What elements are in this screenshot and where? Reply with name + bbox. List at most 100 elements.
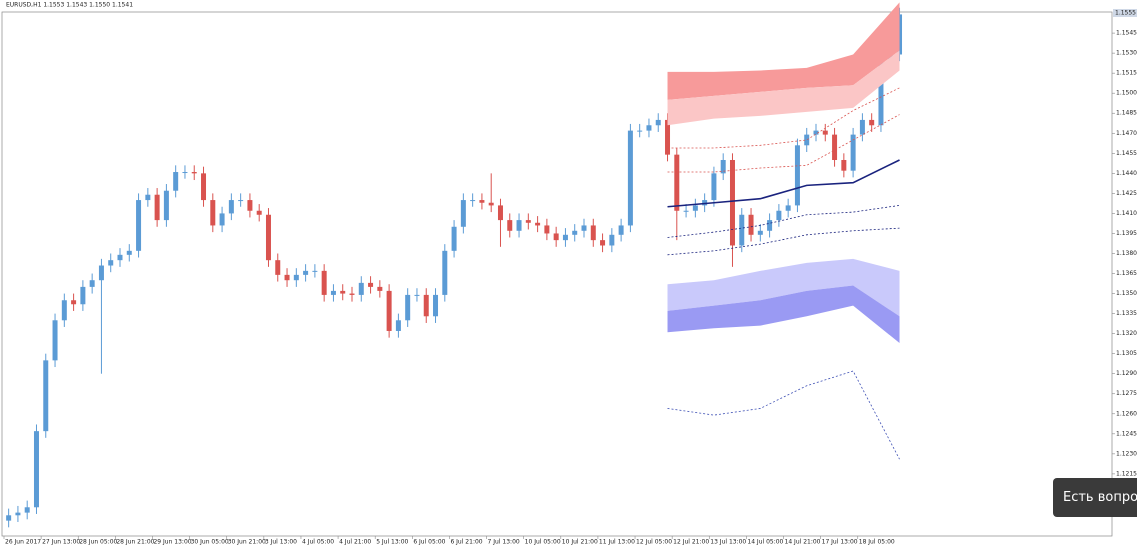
help-tooltip[interactable]: Есть вопрос [1053,478,1137,517]
candle-body [822,130,828,135]
candle-body [516,220,522,231]
x-tick-label: 14 Jul 21:00 [785,539,821,546]
band-area [667,50,900,126]
candle-body [163,190,169,221]
candle-body [878,59,884,126]
x-tick-label: 14 Jul 05:00 [747,539,783,546]
band-area [667,2,900,100]
candle-body [544,225,550,234]
candle-body [674,154,680,211]
candle-body [52,320,58,361]
candle-body [711,173,717,201]
candle-body [618,225,624,235]
band-area [667,258,900,317]
candle-body [386,290,392,331]
candle-body [423,294,429,317]
y-tick-label: 1.1545 [1116,30,1137,37]
candle-body [191,172,197,174]
candle-body [219,213,225,226]
x-tick-label: 12 Jul 05:00 [636,539,672,546]
y-tick-label: 1.1215 [1116,470,1137,477]
candle-body [405,294,411,321]
y-tick-label: 1.1380 [1116,250,1137,257]
candle-body [265,214,271,261]
candle-body [43,360,49,432]
candle-body [321,270,327,295]
candle-body [488,202,494,206]
candle-body [609,234,615,246]
candle-body [535,222,541,226]
candle-body [507,220,513,231]
candle-body [108,260,114,266]
candle-body [785,205,791,211]
candle-body [210,200,216,226]
candle-body [562,234,568,241]
x-tick-label: 3 Jul 13:00 [265,539,297,546]
candle-body [89,280,95,287]
y-tick-label: 1.1470 [1116,130,1137,137]
candle-body [368,282,374,287]
candle-body [720,159,726,174]
y-tick-label: 1.1515 [1116,70,1137,77]
candle-body [525,220,531,223]
candle-body [433,294,439,317]
x-tick-label: 17 Jul 13:00 [822,539,858,546]
current-price-box [1113,9,1137,17]
y-tick-label: 1.1455 [1116,150,1137,157]
candle-body [832,134,838,160]
candle-body [859,119,865,135]
candle-body [581,225,587,231]
candle-body [553,233,559,241]
candle-body [98,265,104,281]
candle-body [201,173,207,201]
y-tick-label: 1.1425 [1116,190,1137,197]
x-tick-label: 13 Jul 13:00 [710,539,746,546]
candle-body [460,200,466,227]
y-tick-label: 1.1440 [1116,170,1137,177]
indicator-line [667,205,900,238]
candle-body [247,200,253,211]
x-tick-label: 6 Jul 05:00 [413,539,445,546]
candle-body [794,145,800,206]
candle-body [24,507,30,513]
candle-body [80,286,86,305]
candle-body [136,200,142,251]
x-tick-label: 10 Jul 05:00 [525,539,561,546]
candle-body [692,205,698,211]
indicator-line [667,159,900,208]
x-tick-label: 26 Jun 2017 [5,539,41,546]
candle-body [275,260,281,275]
candle-body [748,214,754,235]
candle-body [182,172,188,174]
indicator-line [667,87,900,149]
candle-body [358,282,364,295]
y-tick-label: 1.1290 [1116,370,1137,377]
candle-body [228,200,234,214]
y-tick-label: 1.1485 [1116,110,1137,117]
candle-body [395,320,401,331]
candle-body [256,210,262,215]
y-tick-label: 1.1530 [1116,50,1137,57]
candle-body [442,250,448,295]
candle-body [627,130,633,226]
x-tick-label: 6 Jul 21:00 [450,539,482,546]
candle-body [71,300,77,305]
candle-body [600,240,606,246]
x-tick-label: 5 Jul 13:00 [376,539,408,546]
candle-body [869,119,875,126]
candle-body [813,130,819,135]
current-price-label: 1.1555 [1115,10,1136,17]
indicator-line [667,227,900,256]
candle-body [757,230,763,235]
candle-body [804,134,810,146]
candle-body [590,225,596,241]
candle-body [414,294,420,296]
candle-body [6,515,12,521]
candle-body [841,159,847,171]
x-tick-label: 4 Jul 21:00 [339,539,371,546]
x-tick-label: 27 Jun 13:00 [42,539,80,546]
candle-body [238,200,244,202]
x-tick-label: 12 Jul 21:00 [673,539,709,546]
x-tick-label: 10 Jul 21:00 [562,539,598,546]
y-tick-label: 1.1230 [1116,450,1137,457]
